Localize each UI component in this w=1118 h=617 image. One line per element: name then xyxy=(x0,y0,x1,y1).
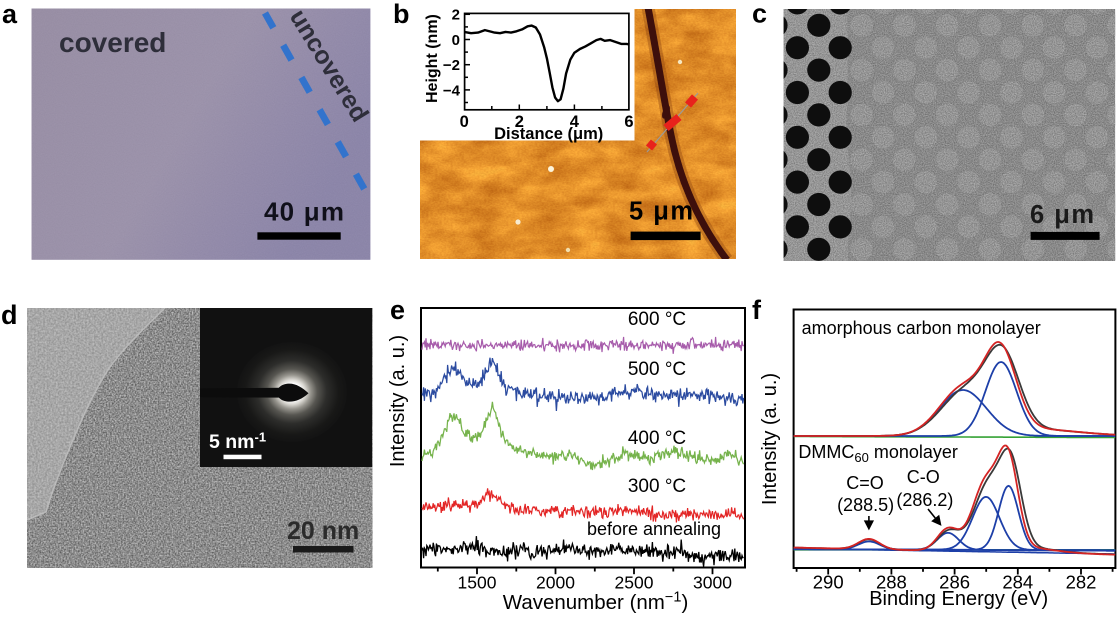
svg-text:5 μm: 5 μm xyxy=(629,198,695,226)
svg-text:4: 4 xyxy=(570,113,580,131)
svg-text:covered: covered xyxy=(59,27,166,58)
svg-text:Height (nm): Height (nm) xyxy=(424,14,441,103)
svg-text:288: 288 xyxy=(876,572,907,593)
svg-text:f: f xyxy=(752,295,762,325)
svg-text:282: 282 xyxy=(1066,572,1097,593)
svg-text:286: 286 xyxy=(939,572,970,593)
svg-text:400 °C: 400 °C xyxy=(628,428,686,449)
svg-text:Distance (μm): Distance (μm) xyxy=(494,125,603,143)
svg-text:2: 2 xyxy=(515,113,524,131)
svg-text:Wavenumber (nm−1): Wavenumber (nm−1) xyxy=(503,590,689,615)
svg-text:600 °C: 600 °C xyxy=(628,309,686,330)
svg-text:e: e xyxy=(390,295,405,325)
svg-text:a: a xyxy=(2,0,18,29)
svg-text:b: b xyxy=(393,0,410,29)
svg-text:−2: −2 xyxy=(443,57,460,74)
svg-text:0: 0 xyxy=(452,32,460,49)
svg-text:Intensity (a. u.): Intensity (a. u.) xyxy=(387,335,409,467)
svg-text:20 nm: 20 nm xyxy=(287,517,359,545)
svg-text:5 nm-1: 5 nm-1 xyxy=(209,430,266,454)
svg-text:290: 290 xyxy=(813,572,844,593)
svg-text:300 °C: 300 °C xyxy=(628,476,686,497)
svg-text:amorphous carbon monolayer: amorphous carbon monolayer xyxy=(802,318,1041,338)
svg-text:6: 6 xyxy=(624,113,633,131)
svg-text:1500: 1500 xyxy=(458,573,497,593)
svg-text:6 μm: 6 μm xyxy=(1030,201,1096,229)
svg-text:before annealing: before annealing xyxy=(587,519,721,539)
svg-text:DMMC60 monolayer: DMMC60 monolayer xyxy=(798,442,958,465)
svg-text:2: 2 xyxy=(452,7,460,24)
svg-text:Intensity (a. u.): Intensity (a. u.) xyxy=(759,373,781,505)
svg-text:C=O: C=O xyxy=(846,473,884,493)
svg-text:284: 284 xyxy=(1002,572,1033,593)
svg-text:(286.2): (286.2) xyxy=(896,490,953,510)
svg-text:−4: −4 xyxy=(443,82,461,99)
svg-text:2000: 2000 xyxy=(536,573,575,593)
svg-text:3000: 3000 xyxy=(693,573,732,593)
svg-text:d: d xyxy=(1,300,18,330)
svg-text:2500: 2500 xyxy=(615,573,654,593)
svg-text:Binding Energy (eV): Binding Energy (eV) xyxy=(869,588,1048,610)
svg-text:c: c xyxy=(752,0,767,29)
svg-text:500 °C: 500 °C xyxy=(628,359,686,380)
svg-text:(288.5): (288.5) xyxy=(837,495,894,515)
svg-text:C-O: C-O xyxy=(907,467,940,487)
svg-text:0: 0 xyxy=(460,113,469,131)
svg-text:40 μm: 40 μm xyxy=(264,197,345,227)
